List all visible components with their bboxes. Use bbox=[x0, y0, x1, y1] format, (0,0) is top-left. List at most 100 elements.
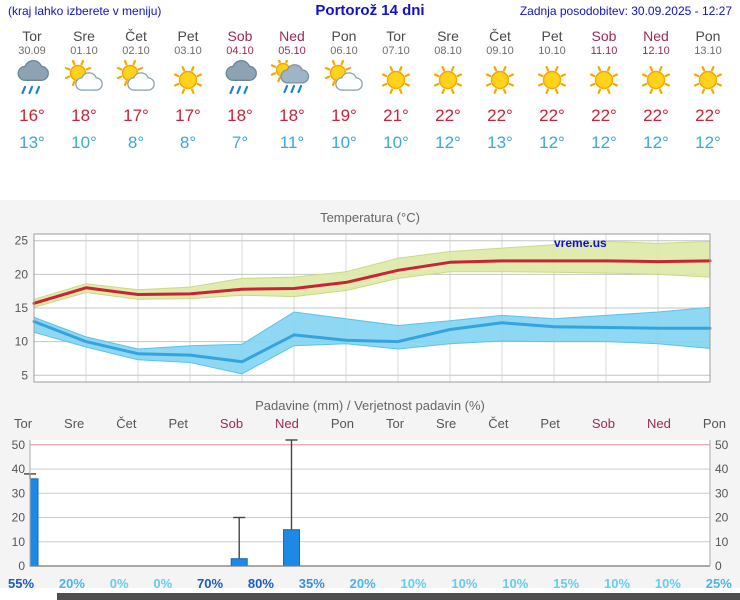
day-name: Ned bbox=[643, 28, 669, 44]
partly-weather-icon bbox=[324, 60, 363, 91]
menu-hint: (kraj lahko izberete v meniju) bbox=[8, 4, 162, 18]
day-date: 10.10 bbox=[538, 45, 566, 57]
day-name: Tor bbox=[22, 28, 42, 44]
forecast-day-column[interactable]: Ned 12.10 22° 12° bbox=[630, 28, 682, 156]
page-title: Portorož 14 dni bbox=[315, 2, 425, 19]
forecast-day-column[interactable]: Sob 11.10 22° 12° bbox=[578, 28, 630, 156]
max-temperature: 18° bbox=[227, 106, 253, 125]
max-temperature: 21° bbox=[383, 106, 409, 125]
day-name: Pet bbox=[541, 28, 563, 44]
temperature-chart-title: Temperatura (°C) bbox=[320, 210, 420, 225]
sunny-weather-icon bbox=[538, 65, 567, 95]
precip-axis-day-label: Tor bbox=[14, 415, 33, 431]
forecast-day-column[interactable]: Pon 06.10 19° 10° bbox=[318, 28, 370, 156]
forecast-day-column[interactable]: Pet 03.10 17° 8° bbox=[162, 28, 214, 156]
forecast-strip: Tor 30.09 16° 13° Sre 01.10 18° 10° Čet 02.10 bbox=[0, 24, 740, 156]
charts-section: Temperatura (°C) 5 10 15 20 25 vreme.us Padav… bbox=[0, 200, 740, 591]
weather-icon bbox=[6, 58, 58, 102]
svg-text:0: 0 bbox=[18, 559, 25, 573]
day-date: 12.10 bbox=[642, 45, 670, 57]
forecast-day-column[interactable]: Tor 30.09 16° 13° bbox=[6, 28, 58, 156]
day-name: Pon bbox=[695, 28, 721, 44]
forecast-day-column[interactable]: Čet 02.10 17° 8° bbox=[110, 28, 162, 156]
forecast-day-column[interactable]: Sre 01.10 18° 10° bbox=[58, 28, 110, 156]
max-temperature: 22° bbox=[591, 106, 617, 125]
svg-text:40: 40 bbox=[12, 462, 26, 476]
svg-text:20: 20 bbox=[15, 267, 29, 281]
max-temperature: 16° bbox=[19, 106, 45, 125]
forecast-day-column[interactable]: Čet 09.10 22° 13° bbox=[474, 28, 526, 156]
min-temperature: 12° bbox=[435, 133, 461, 152]
precip-probability-value: 10% bbox=[502, 575, 529, 591]
precip-probability-value: 20% bbox=[58, 575, 85, 591]
svg-text:10: 10 bbox=[15, 335, 29, 349]
forecast-day-column[interactable]: Ned 05.10 18° 11° bbox=[266, 28, 318, 156]
precip-axis-day-label: Sob bbox=[219, 415, 244, 431]
day-date: 02.10 bbox=[122, 45, 150, 57]
min-temperature: 12° bbox=[591, 133, 617, 152]
forecast-day-column[interactable]: Tor 07.10 21° 10° bbox=[370, 28, 422, 156]
svg-text:vreme.us: vreme.us bbox=[554, 236, 607, 250]
svg-text:30: 30 bbox=[12, 486, 26, 500]
forecast-day-column[interactable]: Sob 04.10 18° 7° bbox=[214, 28, 266, 156]
weather-icon bbox=[474, 58, 526, 102]
rain-sun-weather-icon bbox=[270, 60, 310, 94]
weather-icon bbox=[578, 58, 630, 102]
forecast-day-column[interactable]: Pet 10.10 22° 12° bbox=[526, 28, 578, 156]
day-name: Sob bbox=[227, 28, 253, 44]
weather-icon bbox=[682, 58, 734, 102]
weather-icon bbox=[318, 58, 370, 102]
day-date: 04.10 bbox=[226, 45, 254, 57]
svg-text:20: 20 bbox=[12, 511, 26, 525]
max-temperature: 22° bbox=[539, 106, 565, 125]
rain-weather-icon bbox=[17, 60, 49, 95]
min-temperature: 13° bbox=[19, 133, 45, 152]
day-name: Tor bbox=[386, 28, 406, 44]
max-temperature: 22° bbox=[487, 106, 513, 125]
min-temperature: 8° bbox=[179, 133, 197, 152]
day-date: 11.10 bbox=[590, 45, 618, 57]
max-temperature: 19° bbox=[331, 106, 357, 125]
max-temperature: 22° bbox=[435, 106, 461, 125]
day-date: 30.09 bbox=[18, 45, 46, 57]
precip-axis-day-label: Sob bbox=[591, 415, 616, 431]
day-name: Čet bbox=[125, 28, 147, 44]
sunny-weather-icon bbox=[174, 65, 203, 95]
min-temperature: 7° bbox=[231, 133, 249, 152]
day-date: 05.10 bbox=[278, 45, 306, 57]
weather-icon bbox=[526, 58, 578, 102]
precip-probability-value: 10% bbox=[604, 575, 631, 591]
forecast-day-column[interactable]: Sre 08.10 22° 12° bbox=[422, 28, 474, 156]
svg-text:0: 0 bbox=[715, 559, 722, 573]
partly-weather-icon bbox=[64, 60, 103, 91]
weather-icon bbox=[214, 58, 266, 102]
precip-axis-day-label: Sre bbox=[436, 415, 457, 431]
svg-text:25: 25 bbox=[15, 234, 29, 248]
precip-axis-day-label: Sre bbox=[64, 415, 85, 431]
precip-probability-value: 10% bbox=[400, 575, 427, 591]
svg-text:10: 10 bbox=[12, 535, 26, 549]
max-temperature: 22° bbox=[695, 106, 721, 125]
precip-axis-day-label: Ned bbox=[275, 415, 299, 431]
spacer bbox=[0, 156, 740, 200]
svg-text:40: 40 bbox=[715, 462, 729, 476]
svg-text:30: 30 bbox=[715, 486, 729, 500]
svg-text:50: 50 bbox=[715, 438, 729, 452]
min-temperature: 12° bbox=[643, 133, 669, 152]
precip-probability-row: 55% 20% 0% 0% 70% 80% 35% 20% 10% 10% 10% 15% 10% 10%… bbox=[0, 575, 740, 591]
forecast-day-column[interactable]: Pon 13.10 22° 12° bbox=[682, 28, 734, 156]
weather-icon bbox=[370, 58, 422, 102]
footer-bar bbox=[57, 593, 740, 600]
weather-icon bbox=[422, 58, 474, 102]
min-temperature: 10° bbox=[383, 133, 409, 152]
temperature-chart: 5 10 15 20 25 vreme.us bbox=[15, 233, 712, 383]
precip-probability-value: 35% bbox=[298, 575, 325, 591]
precip-axis-day-label: Čet bbox=[488, 415, 509, 431]
precip-probability-value: 80% bbox=[247, 575, 274, 591]
day-date: 13.10 bbox=[694, 45, 722, 57]
day-name: Pet bbox=[177, 28, 199, 44]
day-name: Sob bbox=[591, 28, 617, 44]
max-temperature: 17° bbox=[123, 106, 149, 125]
svg-text:5: 5 bbox=[21, 368, 28, 382]
